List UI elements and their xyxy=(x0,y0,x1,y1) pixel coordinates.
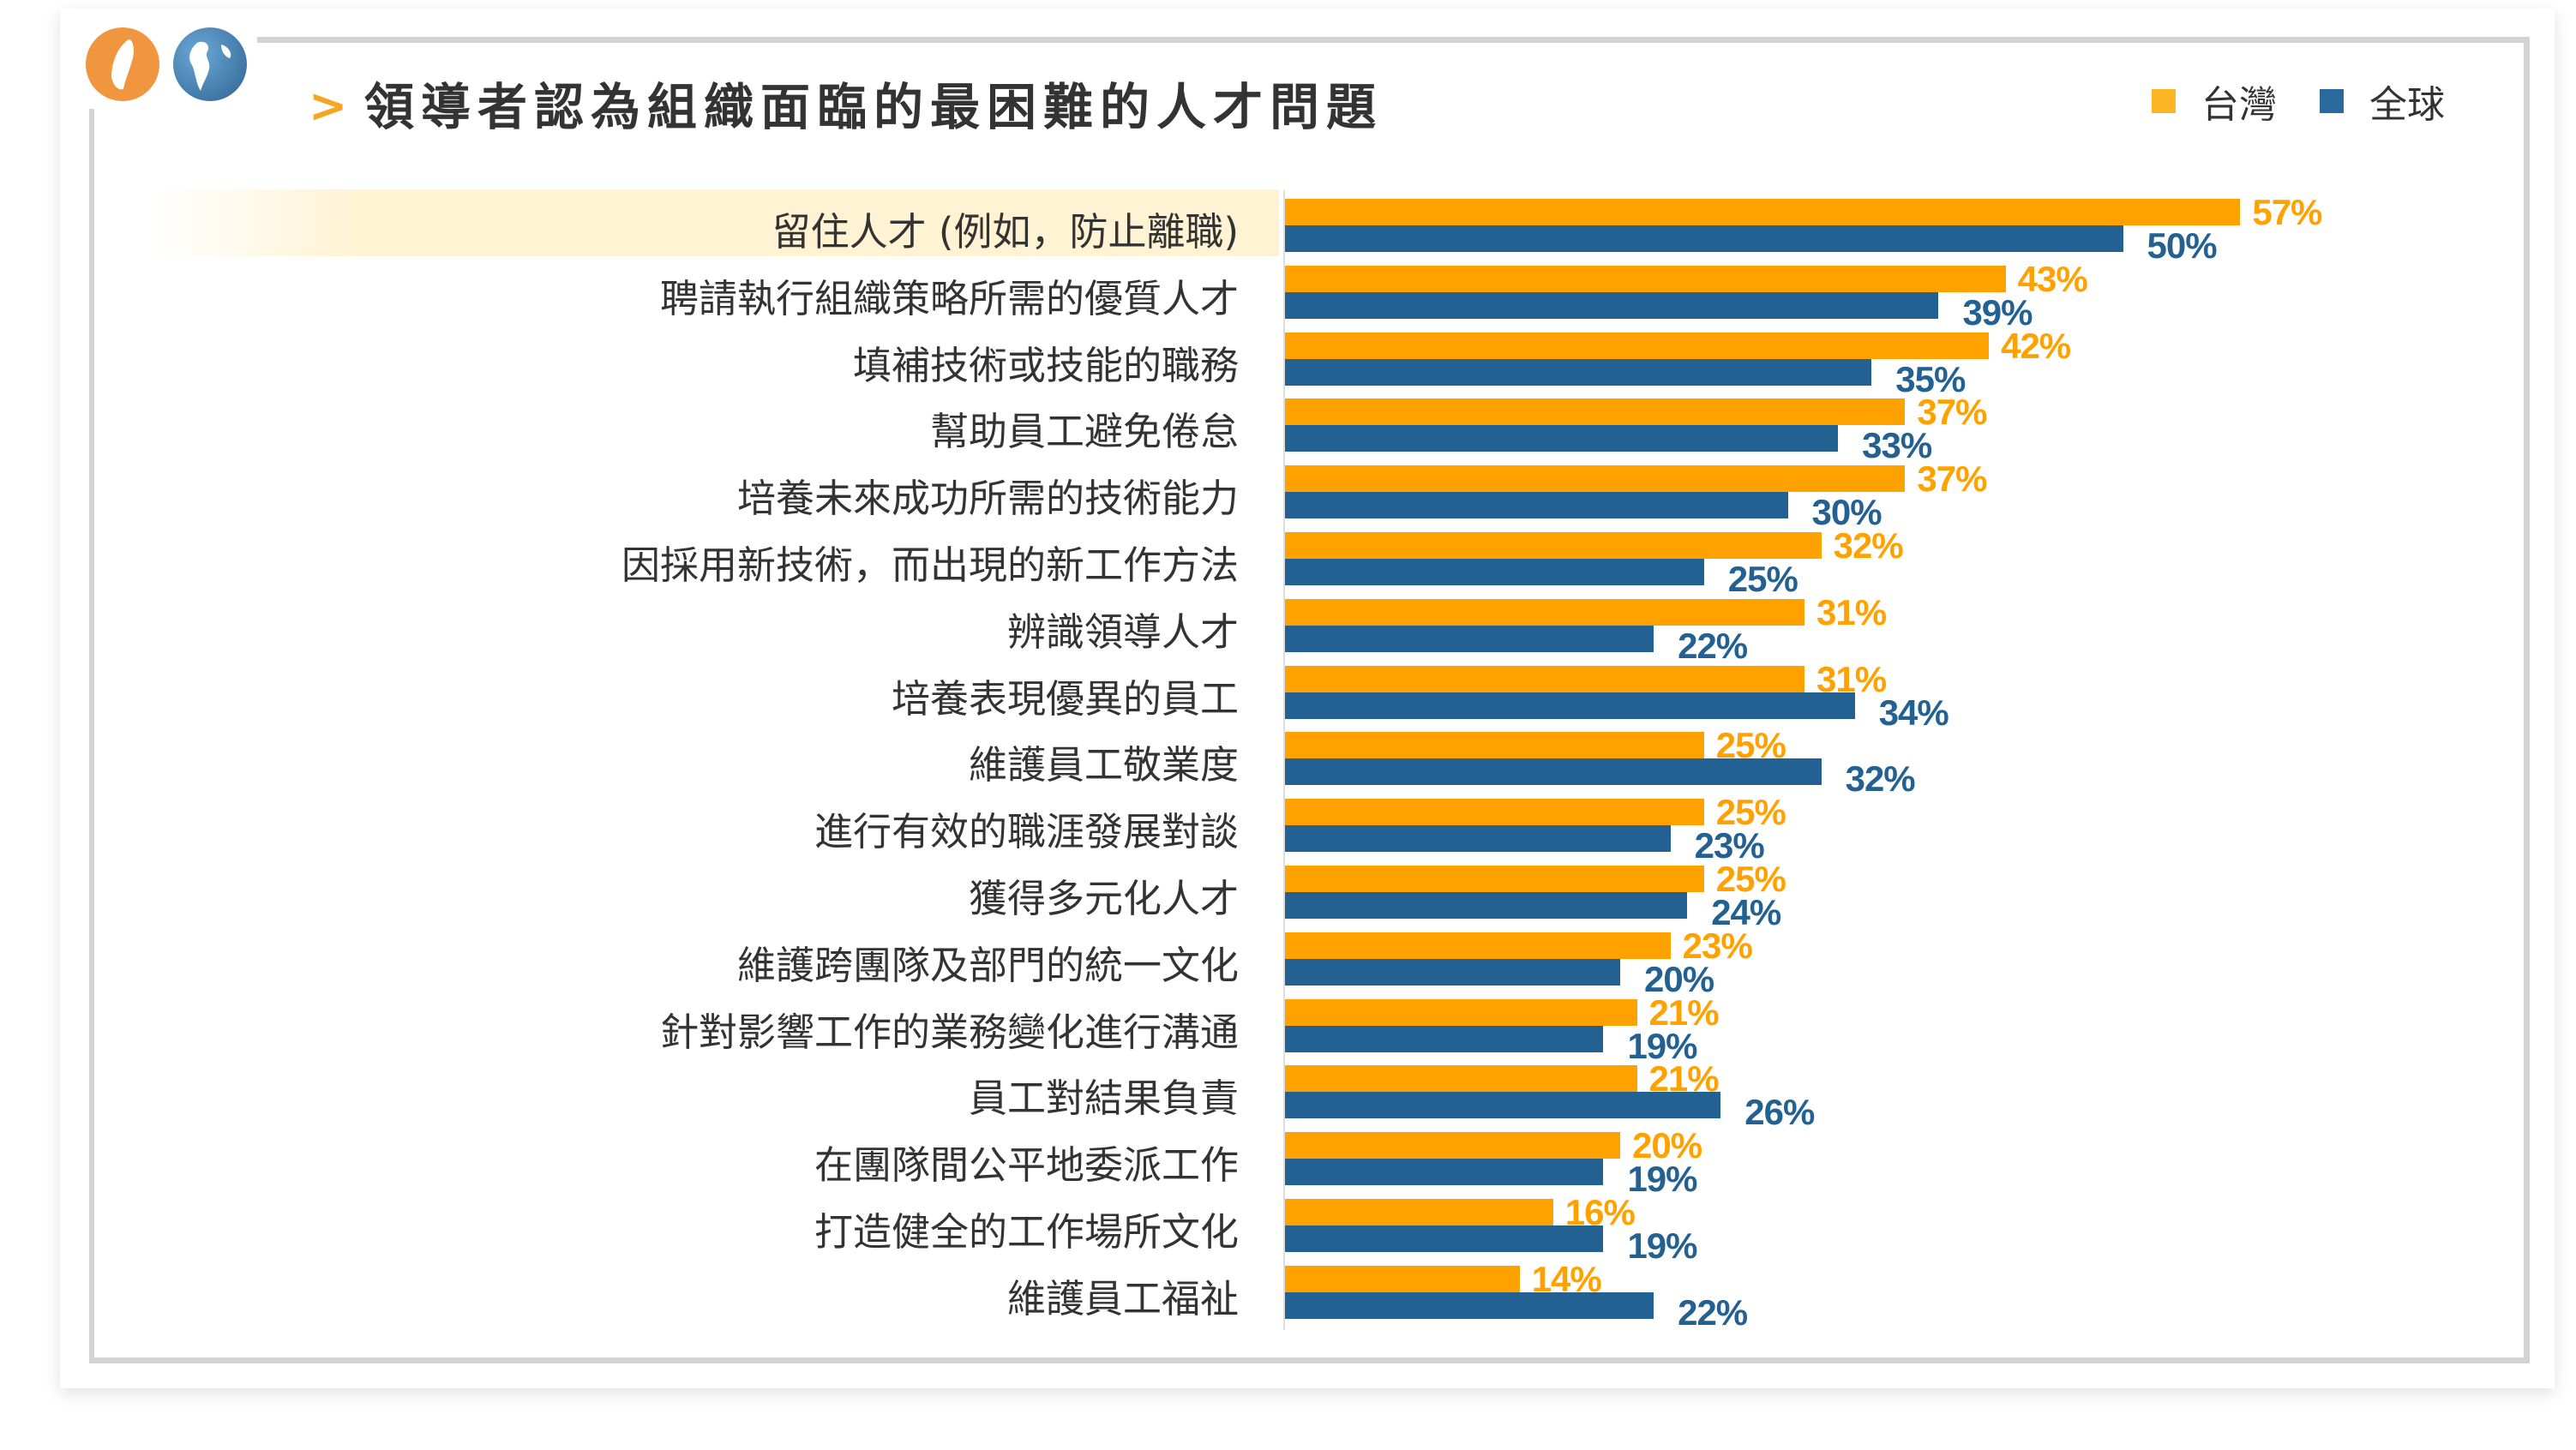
category-label: 因採用新技術，而出現的新工作方法 xyxy=(621,542,1239,588)
value-label-global: 22% xyxy=(1678,625,1748,666)
bar-taiwan xyxy=(1285,1132,1620,1159)
bar-taiwan xyxy=(1285,598,1805,626)
bar-global xyxy=(1285,492,1788,519)
value-label-global: 32% xyxy=(1845,758,1916,800)
value-label-global: 22% xyxy=(1678,1291,1748,1333)
category-label: 打造健全的工作場所文化 xyxy=(814,1209,1239,1255)
category-label: 聘請執行組織策略所需的優質人才 xyxy=(659,275,1239,321)
value-label-global: 24% xyxy=(1711,892,1781,932)
category-label: 留住人才 (例如，防止離職) xyxy=(772,209,1239,255)
bar-taiwan xyxy=(1285,1065,1637,1093)
bar-taiwan xyxy=(1285,665,1805,692)
bar-global xyxy=(1285,1225,1604,1252)
value-label-global: 26% xyxy=(1744,1092,1815,1133)
bar-global xyxy=(1285,291,1939,319)
category-label: 員工對結果負責 xyxy=(968,1076,1239,1122)
bar-global xyxy=(1285,892,1688,919)
value-label-global: 39% xyxy=(1962,291,2033,333)
taiwan-map-icon xyxy=(86,27,159,101)
bar-global xyxy=(1285,958,1620,986)
legend: 台灣 全球 xyxy=(2152,74,2488,129)
value-label-global: 19% xyxy=(1627,1225,1697,1266)
bar-taiwan xyxy=(1285,532,1822,559)
legend-item-global: 全球 xyxy=(2320,74,2445,129)
region-icons xyxy=(77,19,257,109)
category-label: 進行有效的職涯發展對談 xyxy=(814,809,1239,855)
value-label-taiwan: 20% xyxy=(1632,1125,1702,1166)
bar-global xyxy=(1285,1159,1604,1186)
bar-taiwan xyxy=(1285,332,1990,359)
bar-taiwan xyxy=(1285,732,1704,759)
bar-global xyxy=(1285,425,1839,452)
value-label-global: 23% xyxy=(1694,825,1765,866)
value-label-taiwan: 25% xyxy=(1715,859,1786,899)
value-label-global: 30% xyxy=(1811,492,1882,533)
value-label-taiwan: 37% xyxy=(1917,392,1987,433)
bar-global xyxy=(1285,1291,1654,1319)
legend-item-taiwan: 台灣 xyxy=(2152,74,2277,129)
category-label: 維護跨團隊及部門的統一文化 xyxy=(736,942,1239,988)
highlight-band xyxy=(154,189,1279,256)
value-label-global: 35% xyxy=(1895,358,1966,399)
category-label: 幫助員工避免倦怠 xyxy=(929,409,1239,455)
bar-taiwan xyxy=(1285,799,1704,826)
value-label-global: 19% xyxy=(1627,1159,1697,1200)
value-label-taiwan: 23% xyxy=(1682,925,1753,966)
category-label: 維護員工敬業度 xyxy=(968,742,1239,788)
value-label-global: 33% xyxy=(1862,425,1932,466)
bar-taiwan xyxy=(1285,1199,1553,1225)
value-label-taiwan: 43% xyxy=(2017,258,2088,299)
bar-global xyxy=(1285,692,1855,719)
bar-global xyxy=(1285,358,1872,386)
bar-global xyxy=(1285,1025,1604,1052)
bar-global xyxy=(1285,559,1704,585)
bar-taiwan xyxy=(1285,398,1906,426)
chart-title: 領導者認為組織面臨的最困難的人才問題 xyxy=(364,78,1384,136)
bar-taiwan xyxy=(1285,199,2241,225)
legend-label-global: 全球 xyxy=(2369,83,2445,127)
value-label-global: 20% xyxy=(1644,958,1714,999)
category-label: 針對影響工作的業務變化進行溝通 xyxy=(659,1009,1239,1055)
category-axis xyxy=(1283,190,1285,1330)
bar-taiwan xyxy=(1285,1265,1520,1292)
value-label-global: 25% xyxy=(1727,559,1798,599)
value-label-taiwan: 37% xyxy=(1917,458,1987,500)
value-label-taiwan: 42% xyxy=(2001,325,2071,366)
bar-taiwan xyxy=(1285,866,1704,892)
category-label: 獲得多元化人才 xyxy=(968,876,1239,921)
value-label-taiwan: 32% xyxy=(1833,525,1904,566)
bar-global xyxy=(1285,225,2123,252)
category-label: 維護員工福祉 xyxy=(1006,1275,1239,1321)
value-label-taiwan: 31% xyxy=(1816,591,1887,632)
legend-label-taiwan: 台灣 xyxy=(2201,83,2277,127)
bar-global xyxy=(1285,758,1822,786)
category-label: 辨識領導人才 xyxy=(1006,608,1239,655)
category-label: 在團隊間公平地委派工作 xyxy=(814,1142,1239,1189)
value-label-taiwan: 57% xyxy=(2252,192,2322,232)
legend-swatch-global xyxy=(2320,89,2344,113)
category-label: 培養表現優異的員工 xyxy=(891,675,1239,722)
category-label: 填補技術或技能的職務 xyxy=(852,342,1239,388)
category-label: 培養未來成功所需的技術能力 xyxy=(736,476,1239,522)
bar-taiwan xyxy=(1285,998,1637,1026)
bar-taiwan xyxy=(1285,265,2006,292)
bar-taiwan xyxy=(1285,465,1906,493)
value-label-global: 34% xyxy=(1878,692,1949,733)
bar-taiwan xyxy=(1285,932,1671,959)
value-label-taiwan: 25% xyxy=(1715,792,1786,833)
bar-global xyxy=(1285,825,1671,853)
bar-global xyxy=(1285,1092,1721,1119)
legend-swatch-taiwan xyxy=(2152,89,2176,113)
globe-icon xyxy=(173,27,247,101)
value-label-global: 19% xyxy=(1627,1025,1697,1066)
value-label-global: 50% xyxy=(2147,225,2218,266)
chevron-right-icon: > xyxy=(309,79,348,133)
bar-global xyxy=(1285,625,1654,652)
value-label-taiwan: 21% xyxy=(1648,992,1720,1033)
